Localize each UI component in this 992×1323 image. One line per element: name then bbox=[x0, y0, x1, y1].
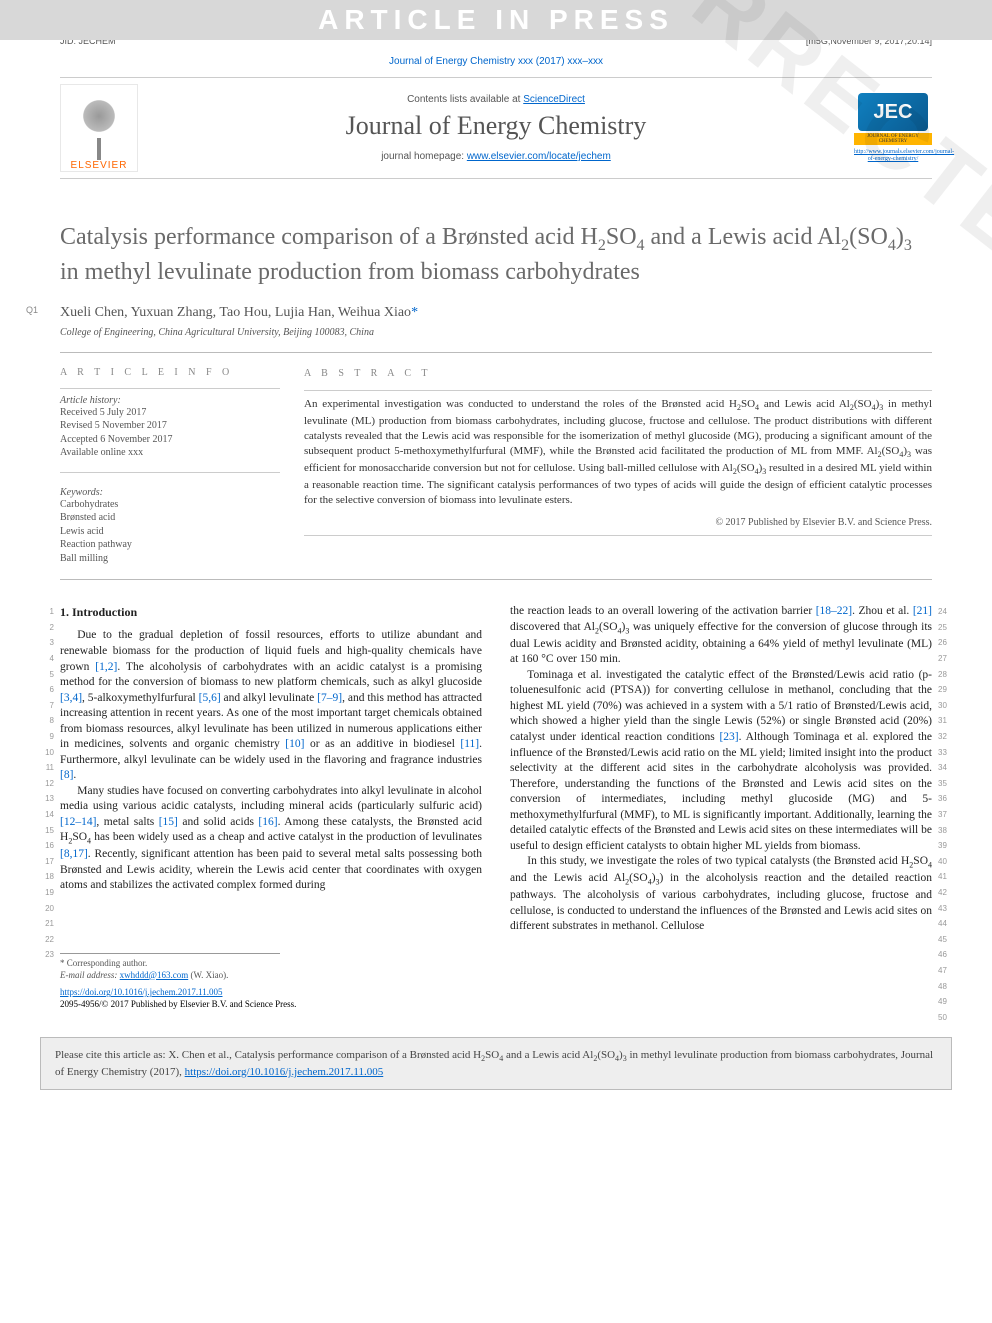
citation-box: Please cite this article as: X. Chen et … bbox=[40, 1037, 952, 1091]
elsevier-wordmark: ELSEVIER bbox=[71, 160, 128, 171]
article-in-press-banner: ARTICLE IN PRESS bbox=[0, 0, 992, 40]
paragraph: Tominaga et al. investigated the catalyt… bbox=[510, 668, 932, 854]
doi-link[interactable]: https://doi.org/10.1016/j.jechem.2017.11… bbox=[60, 987, 223, 997]
doi-block: https://doi.org/10.1016/j.jechem.2017.11… bbox=[60, 987, 932, 1010]
email-link[interactable]: xwhddd@163.com bbox=[120, 970, 189, 980]
keyword: Brønsted acid bbox=[60, 511, 280, 525]
keyword: Carbohydrates bbox=[60, 498, 280, 512]
cite-text: (SO bbox=[597, 1049, 615, 1061]
line-numbers-right: 2425262728293031323334353637383940414243… bbox=[938, 604, 956, 1025]
authors-text: Xueli Chen, Yuxuan Zhang, Tao Hou, Lujia… bbox=[60, 305, 418, 320]
cite-text: Please cite this article as: X. Chen et … bbox=[55, 1049, 481, 1061]
right-column: 2425262728293031323334353637383940414243… bbox=[510, 604, 932, 935]
contents-prefix: Contents lists available at bbox=[407, 94, 523, 105]
contents-line: Contents lists available at ScienceDirec… bbox=[150, 94, 842, 105]
homepage-prefix: journal homepage: bbox=[381, 151, 467, 162]
cite-text: and a Lewis acid Al bbox=[503, 1049, 593, 1061]
left-column: 1234567891011121314151617181920212223 1.… bbox=[60, 604, 482, 935]
issn-line: 2095-4956/© 2017 Published by Elsevier B… bbox=[60, 999, 296, 1009]
paragraph: Many studies have focused on converting … bbox=[60, 784, 482, 894]
history-accepted: Accepted 6 November 2017 bbox=[60, 433, 280, 447]
abstract-label: A B S T R A C T bbox=[304, 367, 932, 381]
elsevier-tree-icon bbox=[69, 100, 129, 160]
line-numbers-left: 1234567891011121314151617181920212223 bbox=[36, 604, 54, 963]
history-received: Received 5 July 2017 bbox=[60, 406, 280, 420]
footnotes: * Corresponding author. E-mail address: … bbox=[60, 953, 280, 981]
article-info-column: A R T I C L E I N F O Article history: R… bbox=[60, 367, 280, 566]
body-columns: 1234567891011121314151617181920212223 1.… bbox=[60, 604, 932, 935]
keyword: Lewis acid bbox=[60, 525, 280, 539]
abstract-text: An experimental investigation was conduc… bbox=[304, 397, 932, 507]
divider bbox=[60, 579, 932, 580]
intro-heading: 1. Introduction bbox=[60, 604, 482, 620]
jec-url-link[interactable]: http://www.journals.elsevier.com/journal… bbox=[854, 149, 932, 162]
query-marker-q1: Q1 bbox=[26, 305, 38, 315]
sciencedirect-link[interactable]: ScienceDirect bbox=[523, 94, 585, 105]
email-label: E-mail address: bbox=[60, 970, 120, 980]
keyword: Ball milling bbox=[60, 552, 280, 566]
journal-name: Journal of Energy Chemistry bbox=[150, 111, 842, 141]
history-revised: Revised 5 November 2017 bbox=[60, 419, 280, 433]
masthead: ELSEVIER Contents lists available at Sci… bbox=[60, 77, 932, 179]
paragraph: In this study, we investigate the roles … bbox=[510, 854, 932, 935]
cite-text: SO bbox=[485, 1049, 499, 1061]
email-tail: (W. Xiao). bbox=[188, 970, 228, 980]
history-label: Article history: bbox=[60, 395, 280, 406]
authors-line: Q1 Xueli Chen, Yuxuan Zhang, Tao Hou, Lu… bbox=[60, 305, 932, 321]
homepage-link[interactable]: www.elsevier.com/locate/jechem bbox=[467, 151, 611, 162]
article-title: Catalysis performance comparison of a Br… bbox=[60, 221, 932, 289]
email-line: E-mail address: xwhddd@163.com (W. Xiao)… bbox=[60, 970, 280, 982]
affiliation: College of Engineering, China Agricultur… bbox=[60, 327, 932, 338]
corresponding-author-note: * Corresponding author. bbox=[60, 958, 280, 970]
cite-doi-link[interactable]: https://doi.org/10.1016/j.jechem.2017.11… bbox=[185, 1066, 384, 1078]
jec-logo: JEC JOURNAL OF ENERGY CHEMISTRY http://w… bbox=[854, 93, 932, 162]
keywords-label: Keywords: bbox=[60, 487, 280, 498]
history-online: Available online xxx bbox=[60, 446, 280, 460]
keyword: Reaction pathway bbox=[60, 538, 280, 552]
paragraph: the reaction leads to an overall lowerin… bbox=[510, 604, 932, 668]
abstract-copyright: © 2017 Published by Elsevier B.V. and Sc… bbox=[304, 516, 932, 530]
divider bbox=[60, 352, 932, 353]
abstract-column: A B S T R A C T An experimental investig… bbox=[304, 367, 932, 566]
homepage-line: journal homepage: www.elsevier.com/locat… bbox=[150, 151, 842, 162]
elsevier-logo: ELSEVIER bbox=[60, 84, 138, 172]
jec-subtitle: JOURNAL OF ENERGY CHEMISTRY bbox=[854, 133, 932, 145]
jec-badge-icon: JEC bbox=[858, 93, 928, 131]
article-info-label: A R T I C L E I N F O bbox=[60, 367, 280, 378]
paragraph: Due to the gradual depletion of fossil r… bbox=[60, 628, 482, 783]
journal-reference: Journal of Energy Chemistry xxx (2017) x… bbox=[0, 56, 992, 67]
